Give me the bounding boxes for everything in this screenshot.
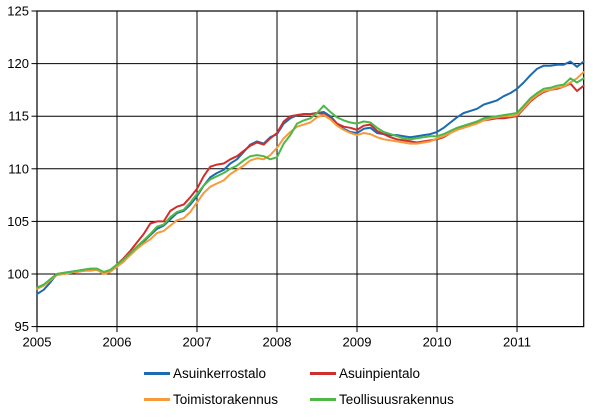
series-line-toimistorakennus — [36, 71, 585, 290]
y-axis-tick-label: 125 — [7, 4, 29, 19]
y-axis-tick-label: 120 — [7, 56, 29, 71]
y-axis-tick-label: 105 — [7, 214, 29, 229]
series-line-asuinkerrostalo — [36, 60, 585, 295]
x-axis-tick-label: 2006 — [103, 335, 132, 350]
legend-line-swatch-green — [310, 397, 336, 401]
y-axis-tick-label: 100 — [7, 267, 29, 282]
legend-line-swatch-red — [310, 371, 336, 375]
x-axis-tick-label: 2010 — [423, 335, 452, 350]
legend-label: Asuinpientalo — [339, 365, 421, 381]
x-axis-tick-label: 2005 — [23, 335, 52, 350]
x-axis-tick-label: 2007 — [183, 335, 212, 350]
legend-label: Toimistorakennus — [173, 391, 279, 407]
y-axis-tick-label: 110 — [8, 161, 29, 176]
series-line-teollisuusrakennus — [36, 77, 585, 289]
legend-line-swatch-blue — [144, 371, 170, 375]
x-axis-tick-label: 2008 — [263, 335, 292, 350]
legend-item-asuinpientalo: Asuinpientalo — [310, 365, 421, 381]
x-axis-tick-label: 2011 — [503, 335, 531, 350]
series-line-asuinpientalo — [36, 82, 585, 290]
legend-label: Teollisuusrakennus — [339, 391, 454, 407]
legend-item-asuinkerrostalo: Asuinkerrostalo — [144, 365, 267, 381]
legend-item-teollisuusrakennus: Teollisuusrakennus — [310, 391, 454, 407]
y-axis-tick-label: 115 — [8, 109, 29, 124]
legend-item-toimistorakennus: Toimistorakennus — [144, 391, 279, 407]
legend-label: Asuinkerrostalo — [173, 365, 267, 381]
chart-legend: Asuinkerrostalo Asuinpientalo Toimistora… — [0, 0, 607, 407]
y-axis-tick-label: 95 — [15, 319, 29, 334]
legend-line-swatch-orange — [144, 397, 170, 401]
x-axis-tick-label: 2009 — [343, 335, 372, 350]
